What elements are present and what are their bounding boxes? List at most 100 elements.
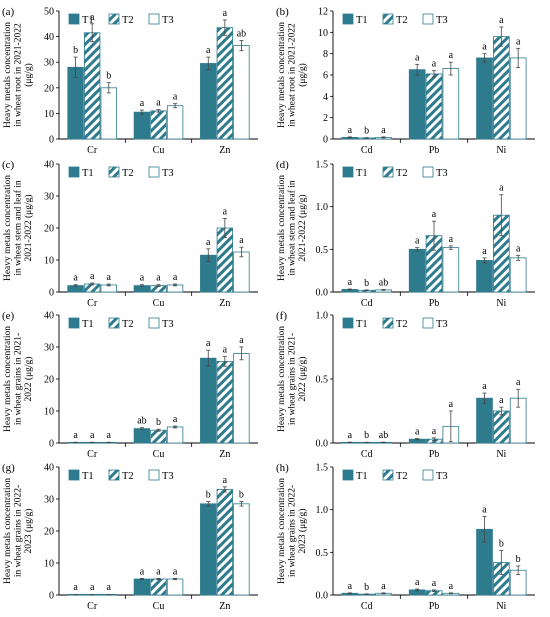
legend-swatch-T1	[342, 317, 354, 329]
y-tick-label: 30	[44, 192, 54, 203]
y-axis-title: Heavy metals concentrationin wheat grain…	[3, 478, 34, 584]
bar-T3	[233, 251, 250, 293]
x-tick-label: Cr	[87, 449, 98, 460]
significance-letter: a	[432, 209, 437, 220]
legend-label-T2: T2	[396, 15, 408, 26]
legend-label-T1: T1	[82, 15, 94, 26]
panel-h: (h) Heavy metals concentrationin wheat gr…	[276, 462, 535, 612]
x-tick-label: Ni	[496, 601, 506, 612]
y-axis-title-line: (μg/g)	[23, 63, 34, 87]
x-tick-label: Cr	[87, 298, 98, 309]
y-tick-label: 20	[44, 83, 54, 94]
legend-label-T3: T3	[162, 319, 174, 330]
bar-T2	[83, 32, 101, 140]
panel-g: (g) Heavy metals concentrationin wheat gr…	[2, 462, 258, 612]
y-axis-title-line: Heavy metals concentration	[3, 22, 13, 128]
x-tick-label: Ni	[496, 298, 506, 309]
significance-letter: a	[107, 272, 112, 283]
significance-letter: a	[415, 577, 420, 588]
significance-letter: a	[173, 272, 178, 283]
bar-T2	[493, 36, 510, 140]
x-tick-label: Ni	[496, 145, 506, 156]
y-axis-title-line: 2022 (μg/g)	[297, 357, 308, 402]
bar-T3	[166, 426, 184, 444]
significance-letter: a	[239, 335, 244, 346]
y-tick-label: 50	[44, 7, 54, 18]
significance-letter: b	[156, 417, 161, 428]
significance-letter: a	[140, 566, 145, 577]
y-tick-label: 0.0	[316, 591, 329, 602]
legend-swatch-T3	[422, 166, 434, 178]
significance-letter: b	[364, 278, 369, 289]
significance-letter: a	[206, 45, 211, 56]
y-axis-title-line: 2023 (μg/g)	[23, 509, 34, 554]
bar-T2	[216, 360, 234, 444]
bar-T3	[100, 87, 117, 140]
significance-letter: ab	[137, 416, 146, 427]
y-tick-label: 0	[49, 439, 54, 450]
significance-letter: b	[206, 490, 211, 501]
y-tick-label: 10	[44, 559, 54, 570]
legend-label-T1: T1	[356, 471, 368, 482]
y-tick-label: 12	[318, 7, 328, 18]
y-tick-label: 1.5	[316, 160, 329, 171]
y-axis-title-line: Heavy metals concentration	[3, 175, 13, 281]
y-tick-label: 30	[44, 58, 54, 69]
significance-letter: a	[499, 395, 504, 406]
legend-label-T2: T2	[122, 15, 134, 26]
legend-swatch-T1	[342, 13, 354, 25]
y-axis-title-line: Heavy metals concentration	[277, 22, 287, 128]
legend-label-T1: T1	[82, 168, 94, 179]
significance-letter: a	[348, 125, 353, 136]
y-tick-label: 10	[44, 256, 54, 267]
y-tick-label: 20	[44, 375, 54, 386]
significance-letter: b	[73, 45, 78, 56]
x-tick-label: Cd	[361, 145, 373, 156]
significance-letter: a	[156, 273, 161, 284]
significance-letter: a	[348, 277, 353, 288]
panel-a: (a) Heavy metals concentrationin wheat ro…	[2, 6, 258, 156]
bar-T1	[476, 397, 493, 444]
y-axis-title: Heavy metals concentrationin wheat grain…	[277, 478, 308, 584]
legend-label-T1: T1	[82, 319, 94, 330]
y-axis-title: Heavy metals concentrationin wheat stem …	[3, 175, 34, 281]
x-tick-label: Ni	[496, 449, 506, 460]
y-axis-title-line: Heavy metals concentration	[3, 478, 13, 584]
x-tick-label: Cu	[153, 601, 165, 612]
significance-letter: a	[223, 8, 228, 19]
y-tick-label: 10	[318, 28, 328, 39]
bar-T3	[166, 105, 184, 140]
y-axis-title: Heavy metals concentrationin wheat grain…	[3, 326, 34, 432]
legend-swatch-T3	[148, 469, 160, 481]
panel-b: (b) Heavy metals concentrationin wheat ro…	[276, 6, 535, 156]
significance-letter: b	[364, 582, 369, 593]
significance-letter: a	[173, 414, 178, 425]
legend-label-T2: T2	[122, 168, 134, 179]
y-tick-label: 4	[323, 92, 328, 103]
x-tick-label: Cd	[361, 298, 373, 309]
legend-swatch-T1	[68, 166, 80, 178]
x-tick-label: Cu	[153, 145, 165, 156]
significance-letter: a	[107, 430, 112, 441]
x-tick-label: Cr	[87, 145, 98, 156]
y-axis-title-line: 2021-2022 (μg/g)	[297, 194, 308, 261]
significance-letter: a	[348, 430, 353, 441]
significance-letter: a	[482, 42, 487, 53]
bar-T3	[233, 352, 250, 444]
y-tick-label: 1.0	[316, 202, 329, 213]
significance-letter: a	[381, 581, 386, 592]
legend-label-T3: T3	[162, 471, 174, 482]
legend-label-T2: T2	[122, 471, 134, 482]
y-axis-title-line: Heavy metals concentration	[277, 326, 287, 432]
significance-letter: a	[449, 50, 454, 61]
legend-label-T3: T3	[162, 15, 174, 26]
legend-swatch-T3	[422, 317, 434, 329]
y-tick-label: 10	[44, 407, 54, 418]
significance-letter: a	[206, 338, 211, 349]
significance-letter: a	[140, 98, 145, 109]
x-tick-label: Zn	[219, 601, 230, 612]
y-axis-title-line: Heavy metals concentration	[277, 478, 287, 584]
significance-letter: b	[364, 430, 369, 441]
significance-letter: a	[415, 427, 420, 438]
legend-swatch-T3	[422, 469, 434, 481]
